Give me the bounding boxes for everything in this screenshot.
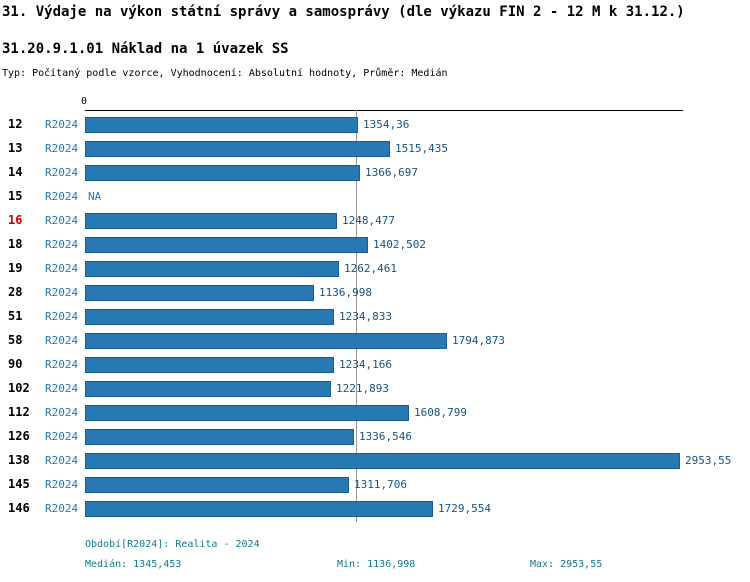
value-label: 1221,893 bbox=[336, 382, 389, 395]
value-bar bbox=[85, 477, 349, 493]
median-stat: Medián: 1345,453 bbox=[85, 559, 182, 570]
axis-zero-label: 0 bbox=[81, 96, 88, 107]
series-label: R2024 bbox=[45, 118, 79, 131]
category-label: 126 bbox=[8, 429, 30, 443]
chart-row: 14 R2024 1366,697 bbox=[0, 161, 750, 185]
value-bar bbox=[85, 261, 339, 277]
series-label: R2024 bbox=[45, 454, 79, 467]
na-label: NA bbox=[88, 190, 102, 203]
series-label: R2024 bbox=[45, 406, 79, 419]
report-title: 31. Výdaje na výkon státní správy a samo… bbox=[2, 4, 685, 20]
value-bar bbox=[85, 405, 409, 421]
series-label: R2024 bbox=[45, 430, 79, 443]
indicator-title: 31.20.9.1.01 Náklad na 1 úvazek SS bbox=[2, 41, 289, 57]
value-label: 1262,461 bbox=[344, 262, 397, 275]
category-label: 12 bbox=[8, 117, 23, 131]
max-stat: Max: 2953,55 bbox=[530, 559, 603, 570]
category-label: 138 bbox=[8, 453, 30, 467]
series-label: R2024 bbox=[45, 502, 79, 515]
value-label: 1336,546 bbox=[359, 430, 412, 443]
chart-row: 138 R2024 2953,55 bbox=[0, 449, 750, 473]
series-label: R2024 bbox=[45, 214, 79, 227]
series-label: R2024 bbox=[45, 262, 79, 275]
value-label: 1794,873 bbox=[452, 334, 505, 347]
series-label: R2024 bbox=[45, 382, 79, 395]
chart-row: 146 R2024 1729,554 bbox=[0, 497, 750, 521]
category-label: 18 bbox=[8, 237, 23, 251]
series-label: R2024 bbox=[45, 358, 79, 371]
value-label: 1234,833 bbox=[339, 310, 392, 323]
chart-row: 13 R2024 1515,435 bbox=[0, 137, 750, 161]
chart-meta: Typ: Počítaný podle vzorce, Vyhodnocení:… bbox=[2, 68, 448, 79]
category-label: 14 bbox=[8, 165, 23, 179]
series-label: R2024 bbox=[45, 310, 79, 323]
value-label: 1234,166 bbox=[339, 358, 392, 371]
value-bar bbox=[85, 165, 360, 181]
value-bar bbox=[85, 501, 433, 517]
series-label: R2024 bbox=[45, 142, 79, 155]
category-label: 13 bbox=[8, 141, 23, 155]
value-label: 1354,36 bbox=[363, 118, 410, 131]
value-bar bbox=[85, 309, 334, 325]
value-label: 1402,502 bbox=[373, 238, 426, 251]
chart-row: 18 R2024 1402,502 bbox=[0, 233, 750, 257]
chart-row: 51 R2024 1234,833 bbox=[0, 305, 750, 329]
value-label: 1366,697 bbox=[365, 166, 418, 179]
bar-chart: 0 12 R2024 1354,36 13 R2024 1515,435 14 R2024 13… bbox=[0, 95, 750, 537]
value-bar bbox=[85, 333, 447, 349]
series-label: R2024 bbox=[45, 286, 79, 299]
chart-row: 28 R2024 1136,998 bbox=[0, 281, 750, 305]
category-label: 15 bbox=[8, 189, 23, 203]
median-line bbox=[356, 110, 357, 522]
axis-line bbox=[85, 110, 683, 111]
chart-row: 15 R2024 NA bbox=[0, 185, 750, 209]
value-bar bbox=[85, 381, 331, 397]
category-label: 102 bbox=[8, 381, 30, 395]
series-label: R2024 bbox=[45, 190, 79, 203]
value-label: 1248,477 bbox=[342, 214, 395, 227]
category-label: 145 bbox=[8, 477, 30, 491]
category-label: 146 bbox=[8, 501, 30, 515]
value-bar bbox=[85, 453, 680, 469]
min-stat: Min: 1136,998 bbox=[337, 559, 416, 570]
category-label: 19 bbox=[8, 261, 23, 275]
period-label: Období[R2024]: Realita - 2024 bbox=[85, 539, 260, 550]
value-bar bbox=[85, 117, 358, 133]
value-bar bbox=[85, 141, 390, 157]
category-label: 28 bbox=[8, 285, 23, 299]
chart-row: 16 R2024 1248,477 bbox=[0, 209, 750, 233]
chart-row: 12 R2024 1354,36 bbox=[0, 113, 750, 137]
chart-row: 19 R2024 1262,461 bbox=[0, 257, 750, 281]
category-label: 90 bbox=[8, 357, 23, 371]
category-label: 112 bbox=[8, 405, 30, 419]
chart-row: 102 R2024 1221,893 bbox=[0, 377, 750, 401]
summary-stats: Medián: 1345,453 Min: 1136,998 Max: 2953… bbox=[85, 559, 725, 573]
value-label: 1136,998 bbox=[319, 286, 372, 299]
chart-row: 126 R2024 1336,546 bbox=[0, 425, 750, 449]
series-label: R2024 bbox=[45, 238, 79, 251]
chart-row: 145 R2024 1311,706 bbox=[0, 473, 750, 497]
series-label: R2024 bbox=[45, 334, 79, 347]
value-bar bbox=[85, 429, 354, 445]
value-label: 1515,435 bbox=[395, 142, 448, 155]
value-bar bbox=[85, 213, 337, 229]
chart-row: 112 R2024 1608,799 bbox=[0, 401, 750, 425]
value-bar bbox=[85, 357, 334, 373]
chart-row: 90 R2024 1234,166 bbox=[0, 353, 750, 377]
category-label: 51 bbox=[8, 309, 23, 323]
value-label: 1729,554 bbox=[438, 502, 491, 515]
value-label: 1311,706 bbox=[354, 478, 407, 491]
series-label: R2024 bbox=[45, 166, 79, 179]
value-bar bbox=[85, 237, 368, 253]
value-label: 1608,799 bbox=[414, 406, 467, 419]
chart-rows: 12 R2024 1354,36 13 R2024 1515,435 14 R2024 1366… bbox=[0, 113, 750, 521]
category-label: 58 bbox=[8, 333, 23, 347]
value-bar bbox=[85, 285, 314, 301]
value-label: 2953,55 bbox=[685, 454, 732, 467]
chart-row: 58 R2024 1794,873 bbox=[0, 329, 750, 353]
category-label: 16 bbox=[8, 213, 23, 227]
series-label: R2024 bbox=[45, 478, 79, 491]
